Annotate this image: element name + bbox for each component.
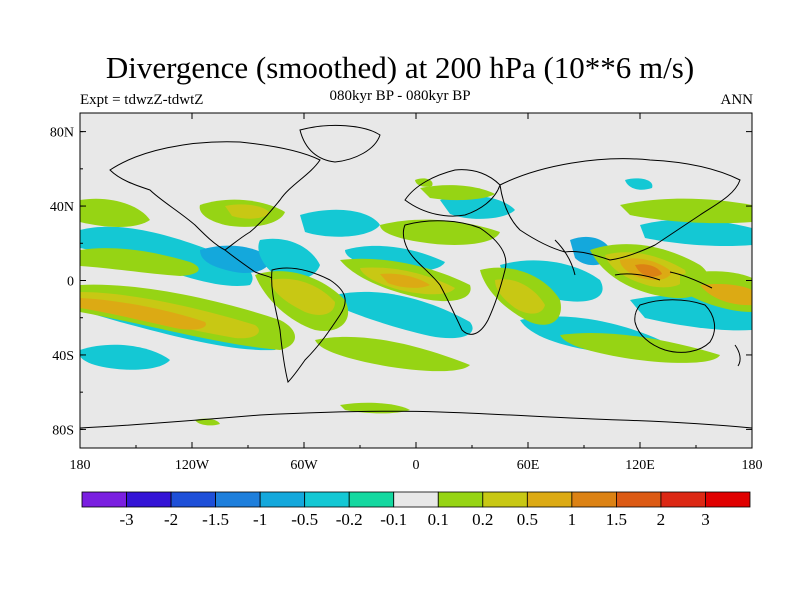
coast-greenland — [299, 124, 381, 163]
coast-australia — [634, 299, 716, 353]
coast-indian-subcontinent — [554, 239, 576, 276]
colorbar-label: 1.5 — [606, 510, 627, 529]
colorbar-swatch — [705, 491, 751, 508]
coast-new-zealand — [734, 344, 741, 367]
colorbar-swatch — [571, 491, 617, 508]
coast-north-america — [109, 141, 321, 251]
lat-tick-label: 40N — [50, 200, 74, 215]
contour-south-atlantic — [335, 291, 473, 339]
lon-tick-label: 0 — [413, 458, 420, 473]
contour-maritime-core — [635, 264, 662, 277]
lat-tick-label: 0 — [67, 275, 74, 290]
contour-asia — [440, 195, 515, 219]
contour-south-indian-band — [560, 332, 720, 363]
colorbar-swatch — [616, 491, 662, 508]
colorbar-label: -3 — [119, 510, 133, 529]
colorbar-label: 0.2 — [472, 510, 493, 529]
contour-africa-yellow — [495, 279, 545, 314]
colorbar-label: -0.1 — [380, 510, 407, 529]
colorbar-swatch — [126, 491, 172, 508]
colorbar-label: -1.5 — [202, 510, 229, 529]
contour-antarctic-edge — [340, 402, 410, 414]
contour-north-atlantic — [300, 209, 380, 237]
lon-tick-label: 60W — [290, 458, 318, 473]
contour-north-america-yellow — [225, 204, 270, 219]
colorbar-swatch — [81, 491, 127, 508]
contour-central-atlantic-orange — [380, 273, 430, 288]
plot-subtitle: 080kyr BP - 080kyr BP — [329, 88, 471, 104]
contour-antarctic-edge-2 — [195, 418, 220, 426]
colorbar-swatch — [215, 491, 261, 508]
colorbar-label: -0.2 — [336, 510, 363, 529]
colorbar: -3 -2 -1.5 -1 -0.5 -0.2 -0.1 0.1 0.2 0.5 1 1.5 2 3 — [81, 491, 751, 529]
plot-title: Divergence (smoothed) at 200 hPa (10**6 … — [105, 50, 695, 85]
coast-antarctica — [80, 410, 752, 429]
latitude-axis: 80N 40N 0 40S 80S — [50, 126, 752, 438]
colorbar-label: 3 — [701, 510, 710, 529]
colorbar-swatch — [482, 491, 528, 508]
contour-arctic-bits — [625, 178, 653, 190]
colorbar-swatch — [526, 491, 573, 508]
contour-asia-band — [420, 185, 495, 201]
lon-tick-label: 120E — [625, 458, 655, 473]
lat-tick-label: 40S — [52, 349, 74, 364]
colorbar-swatch — [259, 491, 306, 508]
colorbar-swatch — [348, 491, 395, 508]
contour-europe-band — [380, 219, 500, 245]
longitude-axis: 180 120W 60W 0 60E 120E 180 — [70, 113, 763, 473]
contour-west-pacific-orange — [700, 283, 752, 306]
contour-indian-ocean — [500, 260, 603, 302]
lon-tick-label: 180 — [70, 458, 91, 473]
coast-africa — [402, 220, 507, 335]
season-label: ANN — [720, 92, 754, 108]
contour-east-pacific-strong — [200, 245, 271, 274]
colorbar-label: 0.5 — [517, 510, 538, 529]
lon-tick-label: 180 — [742, 458, 763, 473]
coast-asia — [499, 158, 741, 261]
experiment-label: Expt = tdwzZ-tdwtZ — [80, 92, 204, 108]
colorbar-label: -1 — [253, 510, 267, 529]
contour-south-pacific-orange — [80, 298, 206, 330]
coastlines — [80, 124, 752, 429]
lon-tick-label: 120W — [175, 458, 210, 473]
coast-maritime — [614, 271, 713, 289]
contour-north-pacific-band — [620, 198, 752, 224]
divergence-field — [80, 178, 752, 426]
lat-tick-label: 80S — [52, 423, 74, 438]
lon-tick-label: 60E — [517, 458, 540, 473]
colorbar-swatch — [437, 491, 484, 508]
contour-pacific-north-band — [80, 248, 199, 276]
colorbar-label: -2 — [164, 510, 178, 529]
contour-south-atlantic-band — [315, 336, 470, 372]
coast-central-america — [224, 249, 273, 279]
contour-west-atlantic-band — [80, 198, 150, 227]
colorbar-swatch — [393, 491, 439, 508]
colorbar-label: -0.5 — [291, 510, 318, 529]
lat-tick-label: 80N — [50, 126, 74, 141]
contour-north-pacific-west — [640, 219, 752, 247]
colorbar-swatch — [660, 491, 706, 508]
colorbar-label: 1 — [568, 510, 577, 529]
contour-south-america-yellow — [270, 278, 335, 315]
coast-south-america — [271, 267, 346, 383]
colorbar-swatch — [170, 491, 216, 508]
colorbar-label: 0.1 — [428, 510, 449, 529]
contour-southeast-pacific — [80, 344, 170, 370]
colorbar-label: 2 — [657, 510, 666, 529]
colorbar-swatch — [304, 491, 350, 508]
